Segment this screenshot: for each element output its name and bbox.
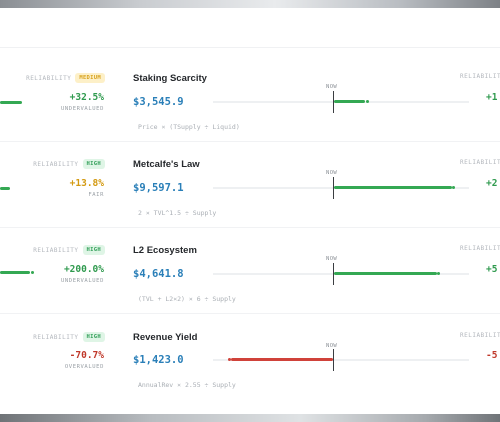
reliability-badge: HIGH <box>82 332 105 342</box>
left-status-label: FAIR <box>88 192 104 198</box>
model-name: L2 Ecosystem <box>133 245 197 256</box>
model-price: $1,423.0 <box>133 354 184 366</box>
valuation-bar-dot <box>452 186 455 189</box>
valuation-bar-dot <box>366 100 369 103</box>
model-formula: (TVL + L2×2) × 6 ÷ Supply <box>138 295 236 303</box>
model-price: $9,597.1 <box>133 182 184 194</box>
left-reliability: RELIABILITY HIGH <box>0 332 105 342</box>
left-deviation-pct: +200.0% <box>63 264 104 275</box>
right-deviation-pct: -5 <box>486 350 498 361</box>
right-reliability-label: RELIABILITY <box>460 73 500 80</box>
left-deviation-pct: -70.7% <box>69 350 104 361</box>
left-valuation-bar <box>0 101 22 104</box>
model-name: Staking Scarcity <box>133 73 207 84</box>
right-reliability-label: RELIABILITY <box>460 245 500 252</box>
model-price: $3,545.9 <box>133 96 184 108</box>
model-name: Revenue Yield <box>133 332 198 343</box>
model-name: Metcalfe's Law <box>133 159 200 170</box>
now-label: NOW <box>326 256 338 262</box>
valuation-bar <box>334 186 452 189</box>
valuation-bar-dot <box>228 358 231 361</box>
reliability-badge: HIGH <box>82 159 105 169</box>
left-status-label: UNDERVALUED <box>60 106 104 112</box>
reliability-label: RELIABILITY <box>33 246 79 254</box>
reliability-label: RELIABILITY <box>33 333 79 341</box>
left-status-label: UNDERVALUED <box>60 278 104 284</box>
row-divider <box>0 227 500 228</box>
valuation-bar <box>231 358 333 361</box>
right-reliability-label: RELIABILITY <box>460 332 500 339</box>
left-valuation-bar <box>0 187 10 190</box>
right-deviation-pct: +2 <box>486 178 498 189</box>
right-deviation-pct: +5 <box>486 264 498 275</box>
background-photo-bottom <box>0 414 500 422</box>
now-label: NOW <box>326 170 338 176</box>
row-divider <box>0 141 500 142</box>
now-label: NOW <box>326 343 338 349</box>
row-divider <box>0 313 500 314</box>
valuation-track <box>213 359 469 361</box>
left-deviation-pct: +13.8% <box>69 178 104 189</box>
reliability-badge: MEDIUM <box>75 73 105 83</box>
model-price: $4,641.8 <box>133 268 184 280</box>
left-deviation-pct: +32.5% <box>69 92 104 103</box>
now-marker <box>333 263 334 285</box>
reliability-label: RELIABILITY <box>26 74 72 82</box>
model-formula: AnnualRev × 2.55 ÷ Supply <box>138 381 236 389</box>
left-valuation-bar-dot <box>31 271 34 274</box>
now-marker <box>333 91 334 113</box>
reliability-badge: HIGH <box>82 245 105 255</box>
valuation-bar <box>334 100 365 103</box>
left-status-label: OVERVALUED <box>64 364 104 370</box>
left-valuation-bar <box>0 271 30 274</box>
right-reliability-label: RELIABILITY <box>460 159 500 166</box>
reliability-label: RELIABILITY <box>33 160 79 168</box>
background-photo-top <box>0 0 500 8</box>
valuation-bar-dot <box>437 272 440 275</box>
model-formula: 2 × TVL^1.5 ÷ Supply <box>138 209 217 217</box>
left-reliability: RELIABILITY HIGH <box>0 245 105 255</box>
valuation-bar <box>334 272 437 275</box>
left-reliability: RELIABILITY HIGH <box>0 159 105 169</box>
now-label: NOW <box>326 84 338 90</box>
header-divider <box>0 47 500 48</box>
model-formula: Price × (TSupply ÷ Liquid) <box>138 123 240 131</box>
left-reliability: RELIABILITY MEDIUM <box>0 73 105 83</box>
right-deviation-pct: +1 <box>486 92 498 103</box>
now-marker <box>333 177 334 199</box>
now-marker <box>333 349 334 371</box>
